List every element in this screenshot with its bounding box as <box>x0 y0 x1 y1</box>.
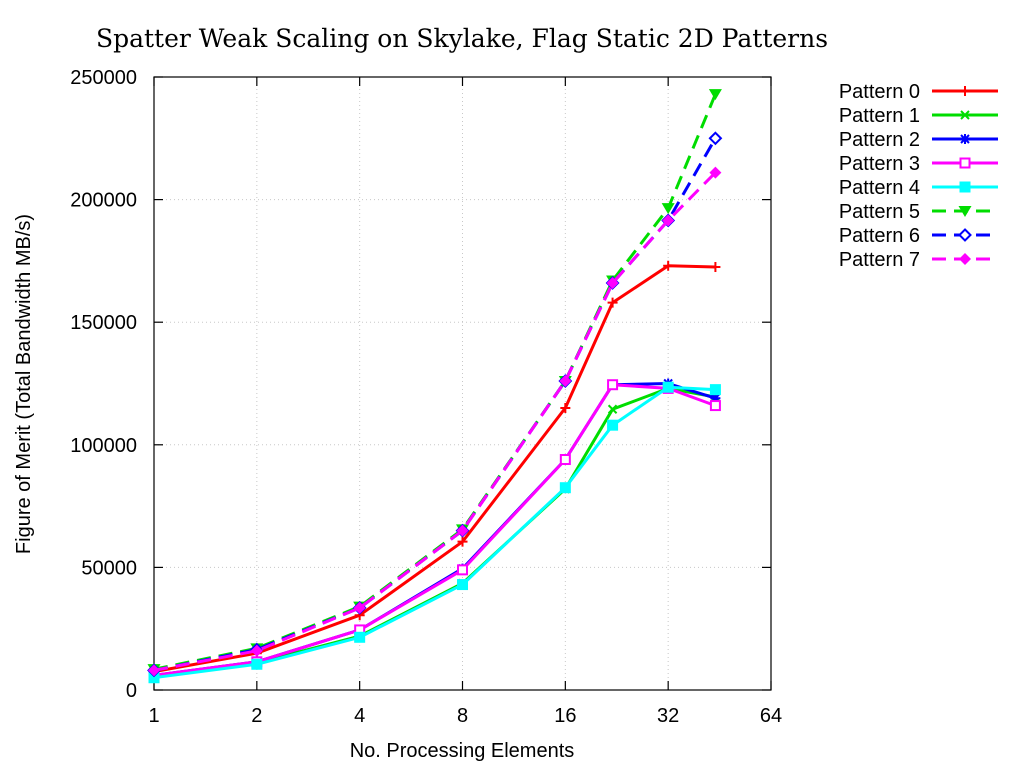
y-tick-label: 250000 <box>70 67 137 89</box>
axis-ticks: 1 2 4 8 16 32 64 0 50000 100000 150000 200000 250000 <box>70 67 782 727</box>
series-line <box>153 385 716 680</box>
legend-item: Pattern 7 <box>839 249 998 271</box>
legend-label: Pattern 4 <box>839 177 920 199</box>
data-point <box>959 181 971 193</box>
data-point <box>708 131 723 146</box>
data-point <box>662 381 674 393</box>
x-tick-label: 4 <box>354 705 365 727</box>
legend-item: Pattern 2 <box>839 129 998 151</box>
series-2 <box>149 378 721 681</box>
x-tick-label: 1 <box>148 705 159 727</box>
data-point <box>607 404 618 414</box>
data-point <box>457 579 468 591</box>
data-point <box>457 564 468 576</box>
legend-label: Pattern 3 <box>839 153 920 175</box>
data-point <box>710 393 721 404</box>
series-3 <box>148 379 721 681</box>
data-point <box>148 664 160 677</box>
x-tick-label: 2 <box>251 705 262 727</box>
x-axis-label: No. Processing Elements <box>350 740 575 762</box>
y-tick-label: 50000 <box>81 557 137 579</box>
data-point <box>559 375 572 388</box>
legend-item: Pattern 4 <box>839 177 998 199</box>
x-tick-label: 64 <box>760 705 782 727</box>
legend-label: Pattern 2 <box>839 129 920 151</box>
legend-item: Pattern 1 <box>839 105 998 127</box>
series-line <box>153 264 716 674</box>
data-point <box>960 134 970 144</box>
legend-label: Pattern 1 <box>839 105 920 127</box>
data-point <box>607 419 619 431</box>
data-point <box>354 631 366 643</box>
series-line <box>153 383 716 677</box>
grid <box>154 77 771 690</box>
data-point <box>353 601 366 614</box>
data-point <box>709 384 721 396</box>
plot-frame <box>153 76 772 691</box>
data-point <box>710 262 721 273</box>
data-point <box>662 214 675 227</box>
data-point <box>958 206 972 217</box>
data-point <box>250 644 263 657</box>
legend-item: Pattern 3 <box>839 153 998 175</box>
data-point <box>607 379 619 391</box>
x-tick-label: 16 <box>554 705 576 727</box>
data-point <box>708 89 722 101</box>
series-line <box>153 386 716 678</box>
y-tick-label: 200000 <box>70 190 137 212</box>
legend-label: Pattern 5 <box>839 201 920 223</box>
data-point <box>663 260 674 271</box>
data-point <box>457 536 468 547</box>
x-tick-label: 8 <box>457 705 468 727</box>
legend-item: Pattern 0 <box>839 81 998 103</box>
data-point <box>456 524 469 537</box>
data-point <box>251 658 263 670</box>
series-line <box>153 171 717 672</box>
legend-item: Pattern 6 <box>839 225 998 247</box>
series-0 <box>149 260 721 677</box>
data-point <box>606 276 619 289</box>
series-1 <box>149 383 721 682</box>
data-point <box>607 297 618 308</box>
series-6 <box>147 131 723 678</box>
chart-title: Spatter Weak Scaling on Skylake, Flag St… <box>96 24 828 53</box>
series-line <box>153 93 717 671</box>
data-point <box>560 403 571 414</box>
y-tick-label: 150000 <box>70 312 137 334</box>
data-point <box>148 672 160 684</box>
legend-label: Pattern 0 <box>839 81 920 103</box>
legend-label: Pattern 6 <box>839 225 920 247</box>
data-point <box>960 110 970 120</box>
series-layer <box>147 89 723 684</box>
data-point <box>709 400 721 412</box>
series-7 <box>148 166 722 677</box>
series-line <box>153 137 717 672</box>
series-line <box>153 382 716 677</box>
data-point <box>959 253 971 265</box>
y-axis-label: Figure of Merit (Total Bandwidth MB/s) <box>13 214 35 554</box>
data-point <box>960 86 970 96</box>
data-point <box>559 482 571 494</box>
series-4 <box>148 381 721 684</box>
legend-label: Pattern 7 <box>839 249 920 271</box>
legend-item: Pattern 5 <box>839 201 998 223</box>
y-tick-label: 0 <box>126 680 137 702</box>
x-tick-label: 32 <box>657 705 679 727</box>
y-tick-label: 100000 <box>70 435 137 457</box>
data-point <box>959 157 971 169</box>
data-point <box>559 454 571 466</box>
data-point <box>958 228 972 242</box>
data-point <box>709 166 722 179</box>
data-point <box>661 203 675 215</box>
